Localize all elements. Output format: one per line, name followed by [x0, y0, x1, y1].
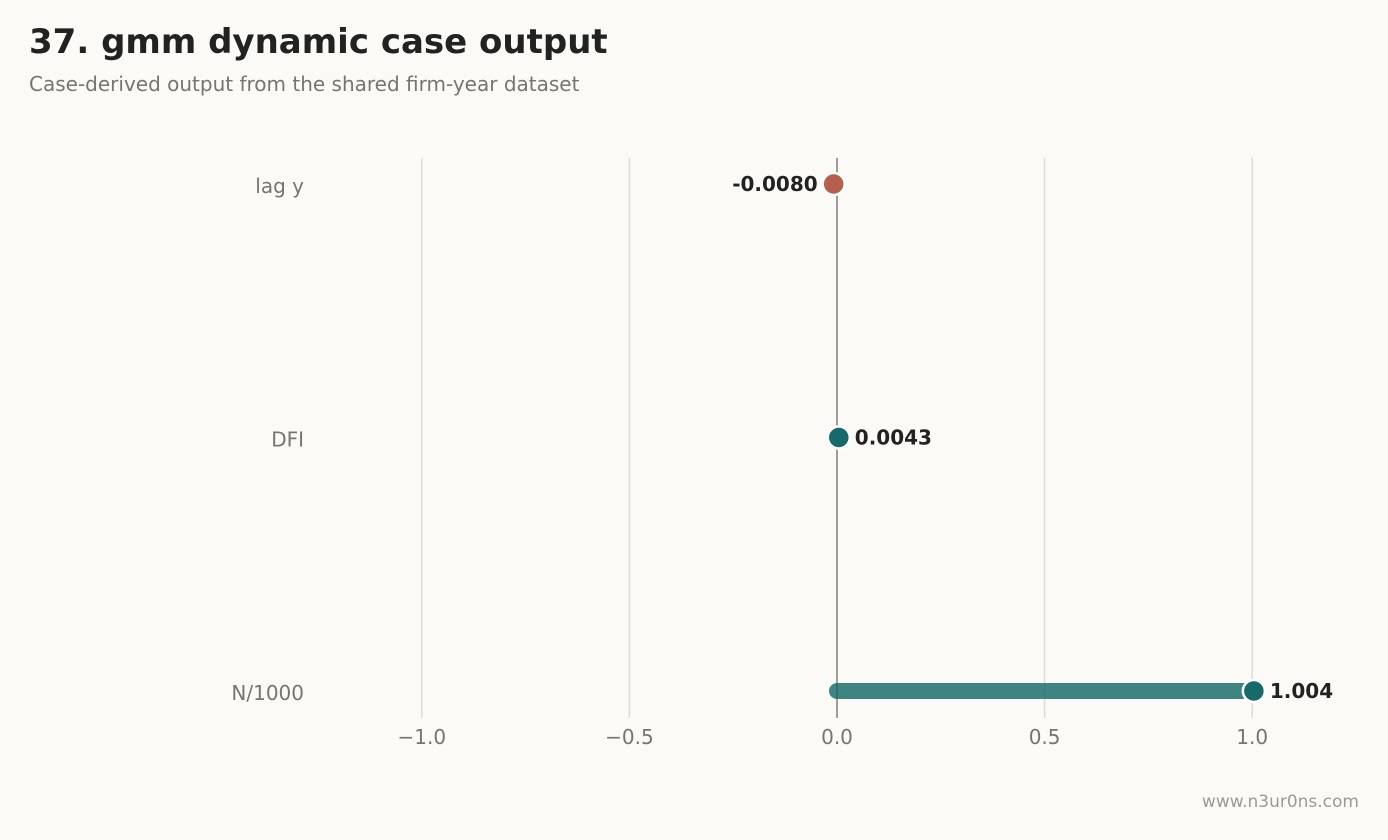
x-tick-label: −0.5 — [605, 725, 654, 749]
lollipop-dot — [826, 425, 852, 450]
x-tick-label: −1.0 — [398, 725, 447, 749]
x-tick-label: 1.0 — [1236, 725, 1268, 749]
y-category-label: lag y — [255, 174, 304, 198]
chart-subtitle: Case-derived output from the shared firm… — [29, 72, 580, 96]
x-tick-label: 0.5 — [1029, 725, 1061, 749]
lollipop-dot — [821, 171, 846, 197]
value-label: -0.0080 — [732, 172, 817, 196]
watermark: www.n3ur0ns.com — [1201, 792, 1359, 812]
y-category-label: N/1000 — [231, 681, 304, 705]
lollipop-dot — [1241, 678, 1267, 704]
chart-title: 37. gmm dynamic case output — [29, 22, 608, 62]
value-label: 1.004 — [1270, 679, 1333, 703]
x-tick-label: 0.0 — [821, 725, 853, 749]
value-label: 0.0043 — [855, 426, 932, 450]
y-category-label: DFI — [271, 428, 304, 452]
